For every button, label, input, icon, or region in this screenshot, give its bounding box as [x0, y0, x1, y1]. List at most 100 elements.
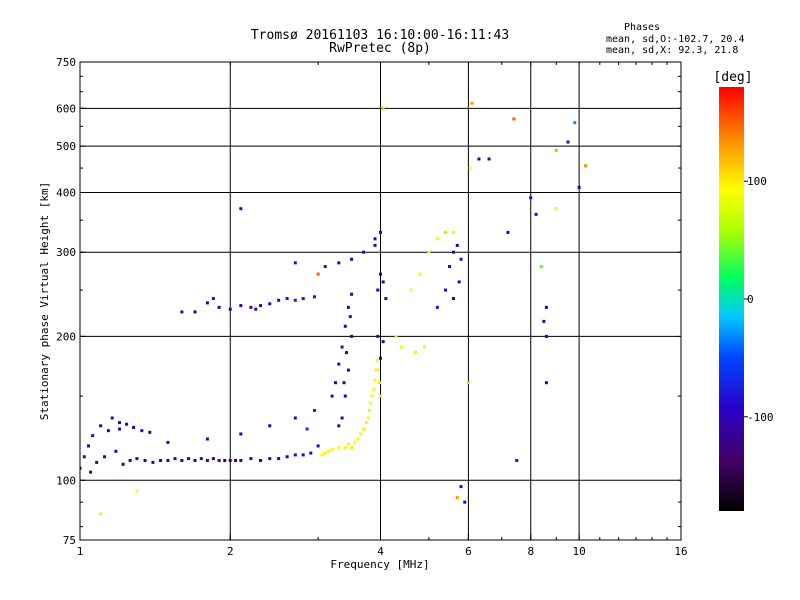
- phase-point: [114, 449, 118, 453]
- phase-point: [135, 489, 139, 493]
- phase-point: [544, 305, 548, 309]
- colorbar-tick-label: -100: [747, 411, 774, 424]
- x-tick-label: 8: [527, 545, 534, 558]
- phase-point: [148, 430, 152, 434]
- colorbar-tick-label: 100: [747, 175, 767, 188]
- phase-point: [333, 381, 337, 385]
- y-tick-label: 500: [56, 140, 76, 153]
- phase-point: [350, 446, 354, 450]
- phase-point: [166, 458, 170, 462]
- phase-point: [205, 458, 209, 462]
- phase-point: [366, 416, 370, 420]
- phase-point: [379, 272, 382, 276]
- phase-point: [87, 444, 91, 448]
- phase-point: [487, 157, 491, 161]
- phase-point: [346, 305, 350, 309]
- x-tick-label: 10: [572, 545, 585, 558]
- phase-point: [106, 429, 110, 433]
- y-tick-label: 100: [56, 474, 76, 487]
- phase-point: [343, 394, 347, 398]
- phase-point: [515, 458, 519, 462]
- phase-point: [223, 458, 227, 462]
- phase-point: [455, 496, 459, 500]
- phase-point: [293, 298, 297, 302]
- phase-point: [99, 424, 103, 428]
- phase-point: [506, 230, 510, 234]
- phase-point: [372, 387, 376, 391]
- phase-point: [379, 230, 382, 234]
- stats-x-line: mean, sd,X: 92.3, 21.8: [606, 45, 738, 56]
- phase-point: [343, 324, 347, 328]
- phase-point: [217, 305, 221, 309]
- stats-o-line: mean, sd,O:-102.7, 20.4: [606, 34, 744, 45]
- phase-point: [444, 288, 448, 292]
- phase-point: [346, 368, 350, 372]
- phase-point: [350, 257, 354, 261]
- phase-point: [376, 368, 380, 372]
- phase-point: [121, 462, 125, 466]
- phase-point: [427, 250, 431, 254]
- phase-point: [91, 434, 95, 438]
- grid-lines: [80, 62, 681, 540]
- colorbar-tick-label: 0: [747, 293, 754, 306]
- phase-point: [327, 449, 331, 453]
- phase-point: [211, 297, 215, 301]
- phase-point: [259, 304, 263, 308]
- phase-point: [166, 440, 170, 444]
- phase-point: [413, 351, 417, 355]
- phase-point: [356, 437, 360, 441]
- phase-point: [459, 485, 463, 489]
- data-points: [80, 101, 588, 516]
- phase-point: [544, 334, 548, 338]
- phase-point: [451, 297, 455, 301]
- phase-point: [293, 416, 297, 420]
- phase-point: [345, 351, 349, 355]
- phase-point: [95, 460, 99, 464]
- colorbar-ticks: 100 0 -100: [744, 175, 774, 424]
- phase-point: [457, 280, 461, 284]
- chart-subtitle: RwPretec (8p): [329, 41, 431, 56]
- phase-point: [350, 334, 354, 338]
- phase-point: [293, 453, 297, 457]
- phase-point: [542, 319, 546, 323]
- phase-point: [459, 257, 463, 261]
- phase-point: [277, 457, 281, 461]
- phase-point: [259, 458, 263, 462]
- phase-point: [340, 416, 344, 420]
- phase-point: [376, 288, 380, 292]
- phase-point: [151, 460, 155, 464]
- phase-point: [312, 295, 316, 299]
- phase-point: [301, 453, 305, 457]
- phase-point: [343, 446, 347, 450]
- phase-point: [448, 265, 452, 269]
- phase-point: [539, 265, 543, 269]
- y-tick-label: 600: [56, 102, 76, 115]
- y-tick-label: 300: [56, 246, 76, 259]
- phase-point: [316, 272, 320, 276]
- phase-point: [373, 378, 377, 382]
- phase-point: [566, 140, 570, 144]
- phase-point: [529, 196, 533, 200]
- phase-point: [323, 265, 327, 269]
- phase-point: [268, 457, 272, 461]
- axis-ticks: 1 2 4 6 8 10 16 75 100 200 300 400 500 600 750: [56, 56, 688, 558]
- phase-point: [512, 117, 516, 121]
- phase-point: [135, 457, 139, 461]
- phase-point: [342, 381, 346, 385]
- phase-point: [125, 422, 129, 426]
- phase-point: [254, 307, 258, 311]
- phase-point: [374, 368, 378, 372]
- phase-point: [239, 458, 243, 462]
- phase-point: [369, 401, 373, 405]
- phase-point: [330, 447, 334, 451]
- phase-point: [422, 345, 426, 349]
- phase-point: [418, 272, 422, 276]
- phase-point: [534, 212, 538, 216]
- phase-point: [399, 345, 403, 349]
- phase-point: [337, 261, 341, 265]
- phase-point: [239, 304, 243, 308]
- y-tick-label: 200: [56, 330, 76, 343]
- phase-point: [205, 437, 209, 441]
- phase-point: [312, 408, 316, 412]
